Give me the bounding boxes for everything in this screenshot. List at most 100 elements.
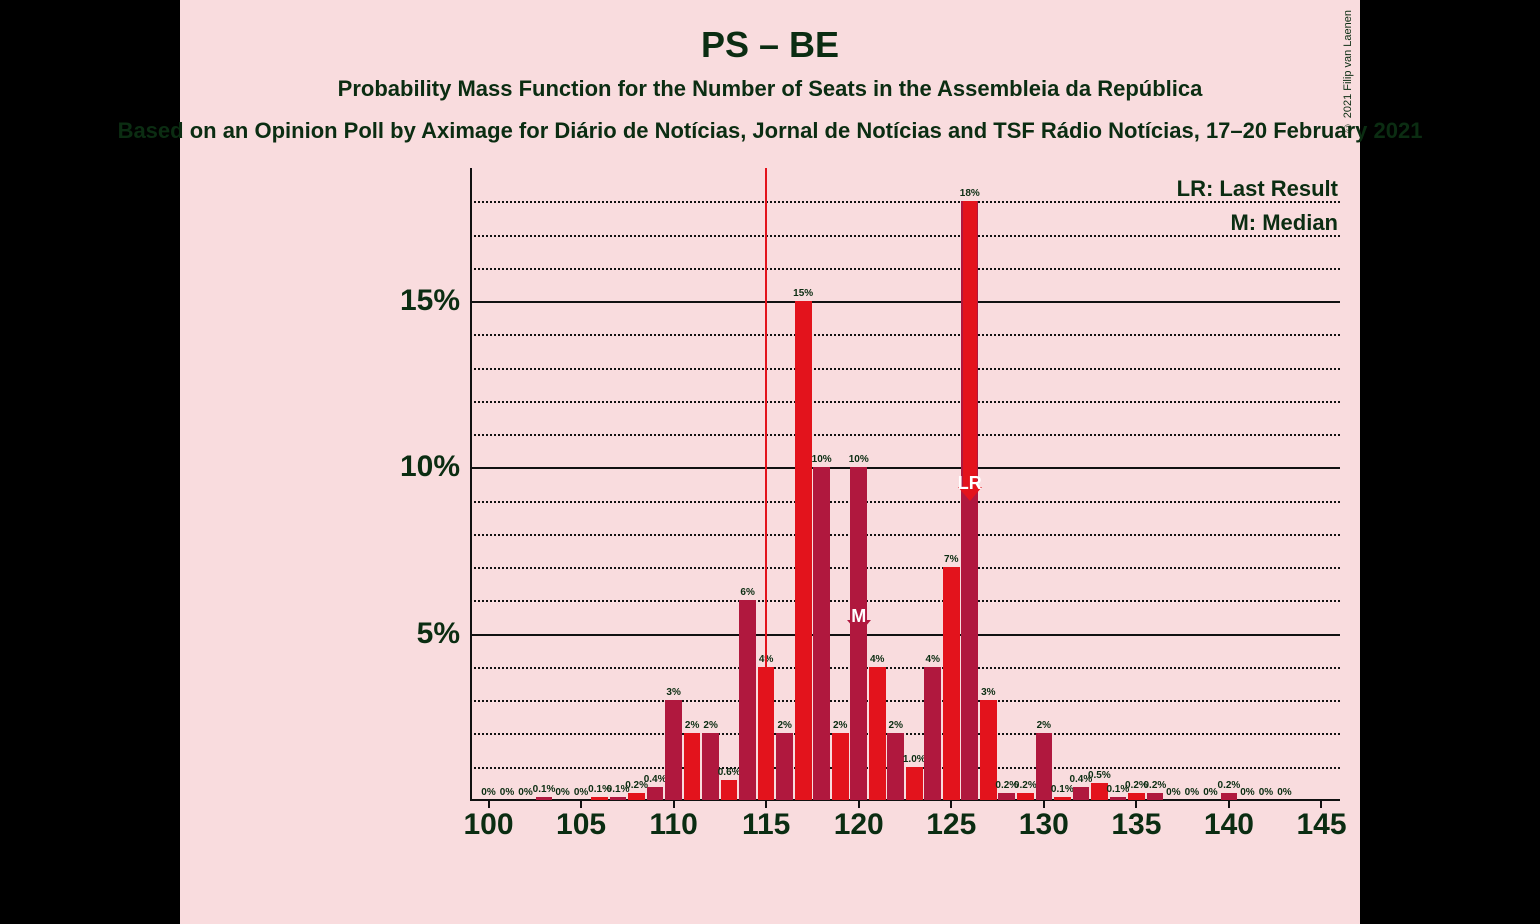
x-tick-mark xyxy=(673,800,675,808)
gridline-minor xyxy=(470,368,1340,370)
bar-value-label: 4% xyxy=(926,654,940,665)
gridline-minor xyxy=(470,700,1340,702)
bar xyxy=(813,467,830,800)
bar-value-label: 2% xyxy=(703,720,717,731)
bar-value-label: 10% xyxy=(812,454,832,465)
bar-value-label: 6% xyxy=(740,587,754,598)
bar xyxy=(980,700,997,800)
x-tick-mark xyxy=(488,800,490,808)
x-axis-tick: 105 xyxy=(556,808,606,842)
bar-value-label: 18% xyxy=(960,188,980,199)
bar xyxy=(1073,787,1090,800)
bar xyxy=(924,667,941,800)
bar xyxy=(906,767,923,800)
bar xyxy=(628,793,645,800)
x-axis-tick: 145 xyxy=(1296,808,1346,842)
x-axis-tick: 130 xyxy=(1019,808,1069,842)
x-tick-mark xyxy=(1043,800,1045,808)
bar-value-label: 0.2% xyxy=(1218,780,1241,791)
bar-value-label: 0% xyxy=(481,787,495,798)
gridline-minor xyxy=(470,733,1340,735)
bar xyxy=(998,793,1015,800)
bar xyxy=(1221,793,1238,800)
bar-value-label: 10% xyxy=(849,454,869,465)
chart-source: Based on an Opinion Poll by Aximage for … xyxy=(0,118,1540,144)
bar-value-label: 0.5% xyxy=(1088,770,1111,781)
bar-value-label: 0% xyxy=(518,787,532,798)
bar-value-label: 2% xyxy=(685,720,699,731)
bar xyxy=(943,567,960,800)
gridline-minor xyxy=(470,401,1340,403)
bar-value-label: 0.6% xyxy=(718,767,741,778)
bar-value-label: 3% xyxy=(981,687,995,698)
gridline-minor xyxy=(470,434,1340,436)
gridline-major xyxy=(470,634,1340,636)
last-result-arrow xyxy=(961,201,979,500)
plot-area: 5%10%15%1001051101151201251301351401450%… xyxy=(470,168,1340,800)
bar-value-label: 0% xyxy=(1240,787,1254,798)
bar xyxy=(684,733,701,800)
y-axis-tick: 5% xyxy=(417,617,460,651)
bar-value-label: 1.0% xyxy=(903,754,926,765)
x-axis-tick: 115 xyxy=(742,808,790,842)
bar xyxy=(1091,783,1108,800)
gridline-major xyxy=(470,301,1340,303)
bar xyxy=(887,733,904,800)
y-axis-line xyxy=(470,168,472,800)
bar xyxy=(1036,733,1053,800)
chart-subtitle: Probability Mass Function for the Number… xyxy=(180,76,1360,102)
bar xyxy=(591,797,608,800)
bar-value-label: 2% xyxy=(1037,720,1051,731)
median-line xyxy=(765,168,767,800)
bar-value-label: 0% xyxy=(574,787,588,798)
x-axis-tick: 135 xyxy=(1111,808,1161,842)
bar xyxy=(702,733,719,800)
bar xyxy=(647,787,664,800)
bar xyxy=(665,700,682,800)
bar-value-label: 0% xyxy=(500,787,514,798)
bar xyxy=(1147,793,1164,800)
bar xyxy=(795,301,812,800)
bar-value-label: 4% xyxy=(870,654,884,665)
chart-title: PS – BE xyxy=(180,24,1360,66)
bar xyxy=(869,667,886,800)
gridline-minor xyxy=(470,600,1340,602)
bar-value-label: 0.4% xyxy=(644,774,667,785)
x-axis-tick: 125 xyxy=(926,808,976,842)
bar xyxy=(610,797,627,800)
gridline-minor xyxy=(470,667,1340,669)
gridline-minor xyxy=(470,201,1340,203)
y-axis-tick: 15% xyxy=(400,284,460,318)
x-tick-mark xyxy=(765,800,767,808)
gridline-minor xyxy=(470,501,1340,503)
bar-value-label: 0% xyxy=(1203,787,1217,798)
bar xyxy=(832,733,849,800)
gridline-major xyxy=(470,467,1340,469)
bar xyxy=(776,733,793,800)
bar-value-label: 0.1% xyxy=(533,784,556,795)
bar-value-label: 0% xyxy=(555,787,569,798)
bar xyxy=(1017,793,1034,800)
x-tick-mark xyxy=(950,800,952,808)
gridline-minor xyxy=(470,268,1340,270)
bar-value-label: 0.2% xyxy=(1143,780,1166,791)
bar-value-label: 0.1% xyxy=(1051,784,1074,795)
copyright-label: © 2021 Filip van Laenen xyxy=(1342,10,1354,133)
gridline-minor xyxy=(470,534,1340,536)
median-arrow-label: M xyxy=(851,606,866,627)
x-axis-tick: 120 xyxy=(834,808,884,842)
bar xyxy=(1054,797,1071,800)
bar-value-label: 0% xyxy=(1259,787,1273,798)
bar-value-label: 3% xyxy=(666,687,680,698)
bar-value-label: 7% xyxy=(944,554,958,565)
gridline-minor xyxy=(470,235,1340,237)
bar xyxy=(739,600,756,800)
bar xyxy=(1128,793,1145,800)
chart-panel: PS – BE Probability Mass Function for th… xyxy=(180,0,1360,924)
gridline-minor xyxy=(470,567,1340,569)
bar-value-label: 0.2% xyxy=(1014,780,1037,791)
bar-value-label: 2% xyxy=(777,720,791,731)
last-result-arrow-label: LR xyxy=(958,473,982,494)
gridline-minor xyxy=(470,334,1340,336)
x-tick-mark xyxy=(1135,800,1137,808)
